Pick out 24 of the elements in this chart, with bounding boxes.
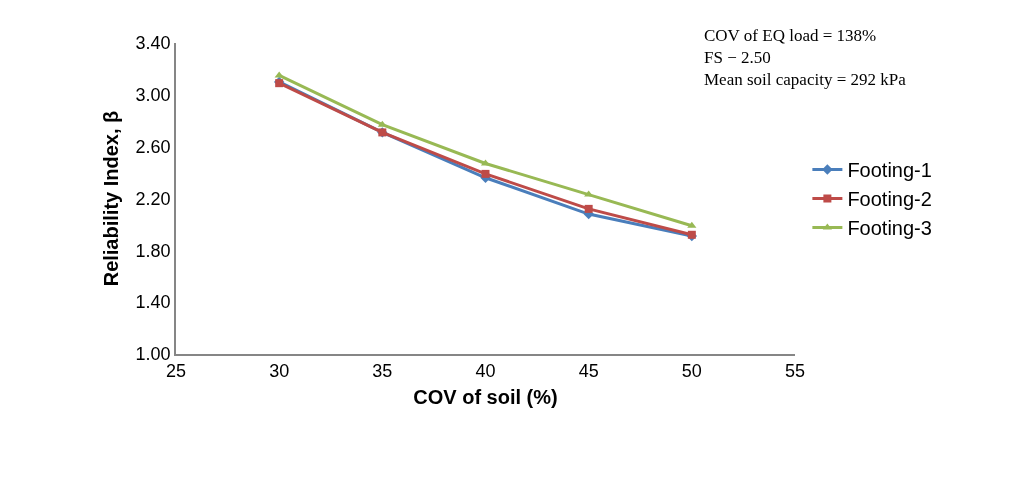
legend-label: Footing-3: [847, 217, 932, 240]
x-tick-label: 40: [475, 361, 496, 382]
x-tick-label: 50: [681, 361, 702, 382]
x-tick-label: 35: [372, 361, 393, 382]
y-tick-label: 2.20: [135, 188, 171, 209]
y-axis-title: Reliability Index, β: [99, 110, 122, 287]
y-tick-label: 2.60: [135, 136, 171, 157]
annotation: COV of EQ load = 138%: [704, 26, 877, 45]
y-tick-label: 3.40: [135, 33, 171, 54]
point: [481, 169, 490, 178]
annotation: Mean soil capacity = 292 kPa: [704, 70, 907, 90]
legend-label: Footing-1: [847, 159, 932, 182]
point: [687, 221, 697, 228]
y-tick-label: 1.40: [135, 292, 171, 313]
point: [584, 204, 593, 213]
legend-label: Footing-2: [847, 188, 932, 211]
y-tick-label: 1.80: [135, 240, 171, 261]
x-tick-label: 45: [578, 361, 599, 382]
x-axis-title: COV of soil (%): [413, 386, 558, 409]
x-tick-label: 55: [784, 361, 806, 382]
annotation: FS − 2.50: [704, 48, 771, 68]
point: [377, 120, 387, 127]
x-tick-label: 30: [269, 361, 290, 382]
y-tick-label: 3.00: [135, 85, 171, 106]
